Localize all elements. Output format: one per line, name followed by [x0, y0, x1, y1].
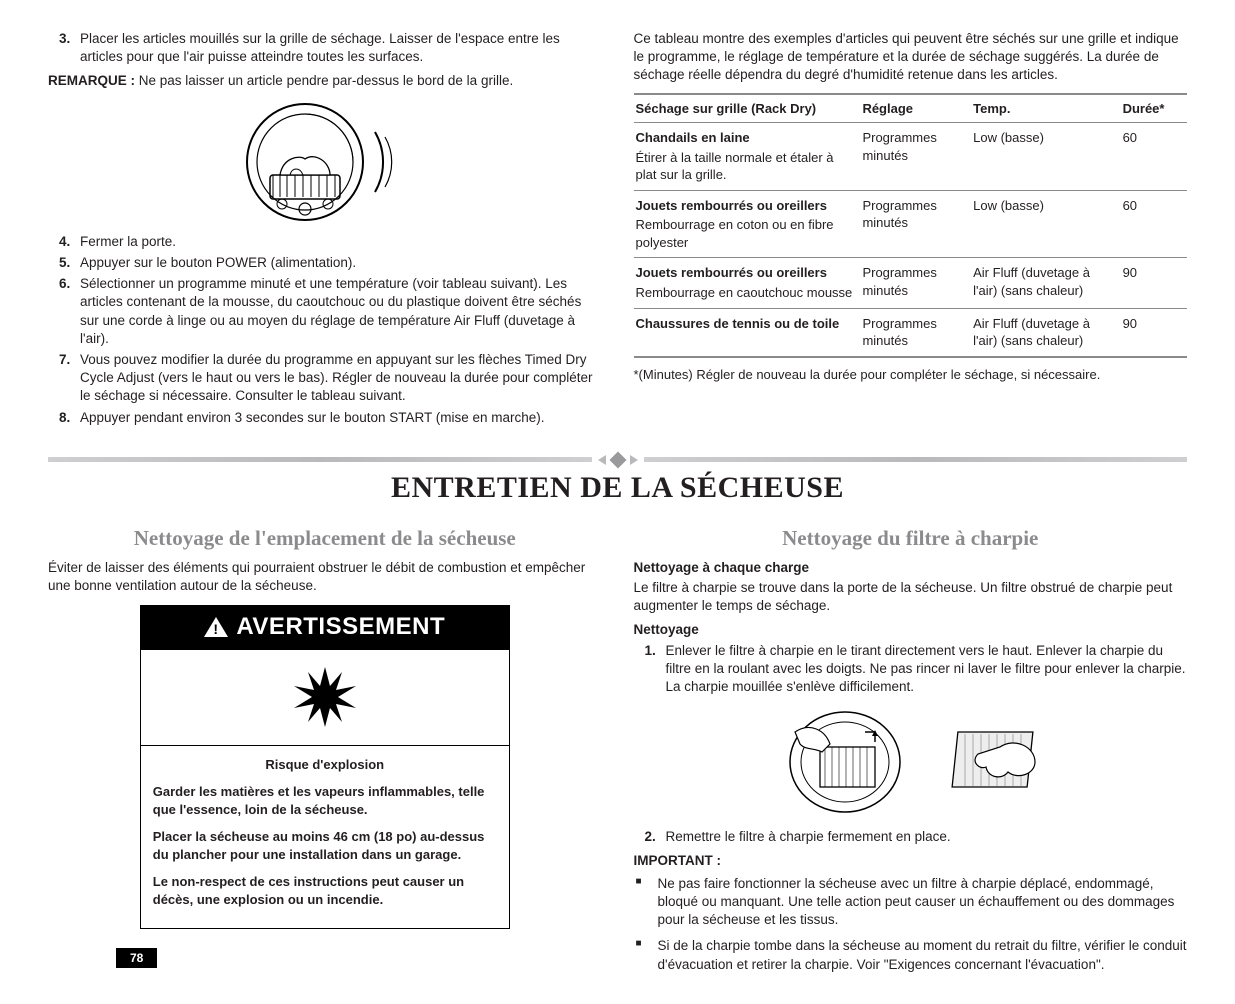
cell-title: Jouets rembourrés ou oreillers: [636, 197, 853, 215]
table-intro-text: Ce tableau montre des exemples d'article…: [634, 30, 1188, 85]
lower-left-col: Nettoyage de l'emplacement de la sécheus…: [48, 516, 602, 981]
th-temp: Temp.: [971, 94, 1120, 123]
cell-reg: Programmes minutés: [860, 190, 971, 258]
sub-bold-1: Nettoyage à chaque charge: [634, 559, 1188, 577]
cell-reg: Programmes minutés: [860, 258, 971, 308]
warning-risk: Risque d'explosion: [153, 756, 497, 774]
warning-box: AVERTISSEMENT Risque d'explosion Garder …: [140, 605, 510, 929]
table-row: Jouets rembourrés ou oreillers Rembourrag…: [634, 258, 1188, 308]
dryer-drum-icon: [225, 97, 425, 227]
table-footnote: *(Minutes) Régler de nouveau la durée po…: [634, 366, 1188, 384]
cell-temp: Low (basse): [971, 190, 1120, 258]
step-8: Appuyer pendant environ 3 secondes sur l…: [74, 409, 602, 427]
lint-steps-2: Remettre le filtre à charpie fermement e…: [634, 828, 1188, 846]
cell-sub: Rembourrage en caoutchouc mousse: [636, 285, 853, 300]
step-5: Appuyer sur le bouton POWER (alimentatio…: [74, 254, 602, 272]
warning-p1: Garder les matières et les vapeurs infla…: [153, 783, 497, 818]
bullet-1: Ne pas faire fonctionner la sécheuse ave…: [654, 875, 1188, 930]
sub-bold-2: Nettoyage: [634, 621, 1188, 639]
rackdry-table: Séchage sur grille (Rack Dry) Réglage Te…: [634, 93, 1188, 358]
cell-temp: Air Fluff (duvetage à l'air) (sans chale…: [971, 258, 1120, 308]
step-6: Sélectionner un programme minuté et une …: [74, 275, 602, 348]
top-columns: Placer les articles mouillés sur la gril…: [48, 30, 1187, 430]
right-p1: Le filtre à charpie se trouve dans la po…: [634, 579, 1188, 615]
left-intro: Éviter de laisser des éléments qui pourr…: [48, 559, 602, 595]
section-rule: [48, 454, 1187, 466]
lint-step-2: Remettre le filtre à charpie fermement e…: [660, 828, 1188, 846]
left-subhead: Nettoyage de l'emplacement de la sécheus…: [48, 524, 602, 552]
important-label: IMPORTANT :: [634, 852, 1188, 870]
cell-title: Chandails en laine: [636, 129, 853, 147]
cell-sub: Rembourrage en coton ou en fibre polyest…: [636, 217, 834, 250]
cell-reg: Programmes minutés: [860, 308, 971, 357]
steps-list-4: Fermer la porte. Appuyer sur le bouton P…: [48, 233, 602, 427]
cell-temp: Air Fluff (duvetage à l'air) (sans chale…: [971, 308, 1120, 357]
lower-right-col: Nettoyage du filtre à charpie Nettoyage …: [634, 516, 1188, 981]
warning-body: Risque d'explosion Garder les matières e…: [141, 746, 509, 929]
top-right-col: Ce tableau montre des exemples d'article…: [634, 30, 1188, 430]
remark-text: Ne pas laisser un article pendre par-des…: [135, 73, 513, 88]
cell-temp: Low (basse): [971, 123, 1120, 191]
lint-steps: Enlever le filtre à charpie en le tirant…: [634, 642, 1188, 697]
step-3: Placer les articles mouillés sur la gril…: [74, 30, 602, 66]
th-item: Séchage sur grille (Rack Dry): [634, 94, 861, 123]
cell-dur: 60: [1121, 190, 1187, 258]
step-4: Fermer la porte.: [74, 233, 602, 251]
cell-title: Chaussures de tennis ou de toile: [636, 315, 853, 333]
important-bullets: Ne pas faire fonctionner la sécheuse ave…: [634, 875, 1188, 974]
lower-columns: Nettoyage de l'emplacement de la sécheus…: [48, 516, 1187, 981]
lint-filter-icon: [760, 702, 1060, 822]
cell-dur: 90: [1121, 258, 1187, 308]
explosion-icon: [290, 662, 360, 732]
section-title: ENTRETIEN DE LA SÉCHEUSE: [48, 468, 1187, 509]
right-subhead: Nettoyage du filtre à charpie: [634, 524, 1188, 552]
th-reglage: Réglage: [860, 94, 971, 123]
page-number: 78: [116, 948, 157, 968]
th-duree: Durée*: [1121, 94, 1187, 123]
steps-list-3: Placer les articles mouillés sur la gril…: [48, 30, 602, 66]
section-header: ENTRETIEN DE LA SÉCHEUSE: [48, 454, 1187, 509]
lint-step-1: Enlever le filtre à charpie en le tirant…: [660, 642, 1188, 697]
top-left-col: Placer les articles mouillés sur la gril…: [48, 30, 602, 430]
remark-label: REMARQUE :: [48, 73, 135, 88]
warning-header: AVERTISSEMENT: [141, 606, 509, 649]
step-7: Vous pouvez modifier la durée du program…: [74, 351, 602, 406]
remark-line: REMARQUE : Ne pas laisser un article pen…: [48, 72, 602, 90]
cell-sub: Étirer à la taille normale et étaler à p…: [636, 150, 834, 183]
warning-triangle-icon: [204, 617, 228, 637]
cell-dur: 60: [1121, 123, 1187, 191]
cell-title: Jouets rembourrés ou oreillers: [636, 264, 853, 282]
table-row: Jouets rembourrés ou oreillers Rembourrag…: [634, 190, 1188, 258]
warning-p3: Le non-respect de ces instructions peut …: [153, 873, 497, 908]
diamond-icon: [609, 451, 626, 468]
explosion-icon-area: [141, 650, 509, 746]
cell-dur: 90: [1121, 308, 1187, 357]
table-row: Chandails en laine Étirer à la taille nor…: [634, 123, 1188, 191]
cell-reg: Programmes minutés: [860, 123, 971, 191]
warning-p2: Placer la sécheuse au moins 46 cm (18 po…: [153, 828, 497, 863]
warning-head-text: AVERTISSEMENT: [236, 611, 445, 643]
bullet-2: Si de la charpie tombe dans la sécheuse …: [654, 937, 1188, 973]
table-row: Chaussures de tennis ou de toile Program…: [634, 308, 1188, 357]
